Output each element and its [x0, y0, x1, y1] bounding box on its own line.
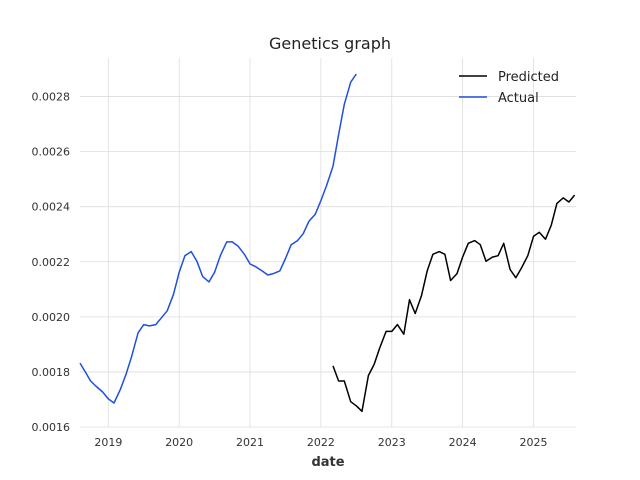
y-tick-label: 0.0026 — [32, 146, 71, 159]
x-axis-label: date — [311, 455, 344, 470]
x-tick-label: 2025 — [519, 436, 547, 449]
series-line-predicted — [332, 194, 576, 413]
x-tick-label: 2022 — [307, 436, 335, 449]
y-tick-label: 0.0020 — [32, 311, 71, 324]
series-line-actual — [79, 73, 357, 404]
y-tick-label: 0.0022 — [32, 256, 71, 269]
grid-layer — [80, 58, 576, 428]
y-tick-label: 0.0016 — [32, 421, 71, 434]
tick-layer: 2019 2020 2021 2022 2023 2024 2025 0.0016 0.0018… — [32, 91, 548, 449]
y-tick-label: 0.0018 — [32, 366, 71, 379]
x-tick-label: 2024 — [449, 436, 477, 449]
legend-label-actual: Actual — [498, 91, 539, 106]
legend: Predicted Actual — [459, 70, 559, 106]
chart-title: Genetics graph — [269, 34, 391, 53]
series-layer — [79, 73, 576, 413]
x-tick-label: 2023 — [378, 436, 406, 449]
y-tick-label: 0.0024 — [32, 201, 71, 214]
x-tick-label: 2021 — [236, 436, 264, 449]
x-tick-label: 2019 — [94, 436, 122, 449]
x-tick-label: 2020 — [165, 436, 193, 449]
y-tick-label: 0.0028 — [32, 91, 71, 104]
legend-label-predicted: Predicted — [498, 70, 559, 85]
